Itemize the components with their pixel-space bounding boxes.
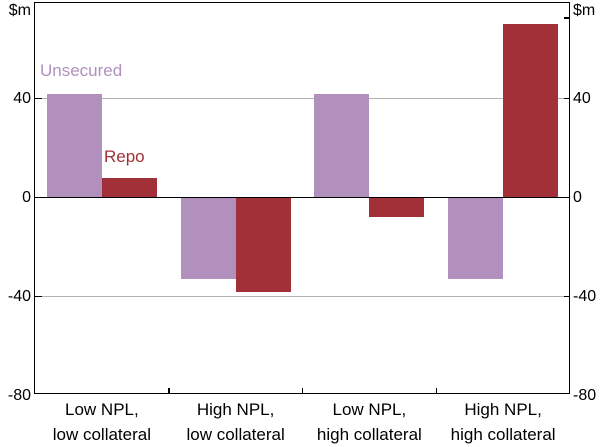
x-category-label-2: High NPL, low collateral [161,397,311,447]
x-category-label-line1: High NPL, [464,400,542,419]
x-category-label-line1: Low NPL, [332,400,407,419]
x-category-label-line1: Low NPL, [65,400,139,419]
right-axis-tick--40 [563,295,570,298]
zero-axis-line [35,196,570,199]
x-category-label-4: High NPL, high collateral [428,397,578,447]
x-category-label-3: Low NPL, high collateral [294,397,444,447]
bar-repo-3 [369,197,425,218]
y-tick-label-left-0: 0 [22,188,31,206]
y-tick-label-right-0: 0 [573,188,582,206]
x-axis-tick-2 [301,387,304,394]
series-label-repo: Repo [104,147,145,166]
bar-unsecured-1 [46,93,102,198]
x-axis-tick-1 [168,387,170,394]
left-axis-tick--40 [35,295,42,298]
x-axis-tick-3 [435,387,437,394]
x-category-label-line2: low collateral [52,425,151,444]
y-tick-label-right--40: -40 [573,287,597,305]
bar-repo-2 [235,197,291,292]
gridline--40 [35,296,570,297]
y-tick-label-left--40: -40 [7,287,31,305]
bar-repo-4 [503,24,559,198]
y-tick-label-right-40: 40 [573,89,591,107]
y-axis-unit-label-right: $m [573,2,596,19]
right-axis-tick-top [563,17,570,19]
x-category-label-1: Low NPL, low collateral [27,397,177,447]
x-category-label-line1: High NPL, [196,400,275,419]
left-axis-tick-40 [35,97,42,100]
right-axis-tick-40 [563,97,570,100]
x-category-label-line2: high collateral [316,425,422,444]
y-axis-unit-label-left: $m [8,2,31,19]
y-tick-label-right--80: -80 [573,386,597,404]
series-label-unsecured: Unsecured [40,61,123,80]
bar-unsecured-2 [180,197,236,280]
y-tick-label-left-40: 40 [13,89,31,107]
y-tick-label-left--80: -80 [7,386,31,404]
gridline-40 [35,98,570,99]
bar-unsecured-3 [314,93,370,198]
bar-repo-1 [101,177,157,198]
x-category-label-line2: low collateral [186,425,285,444]
bar-unsecured-4 [448,197,504,280]
x-category-label-line2: high collateral [450,425,556,444]
